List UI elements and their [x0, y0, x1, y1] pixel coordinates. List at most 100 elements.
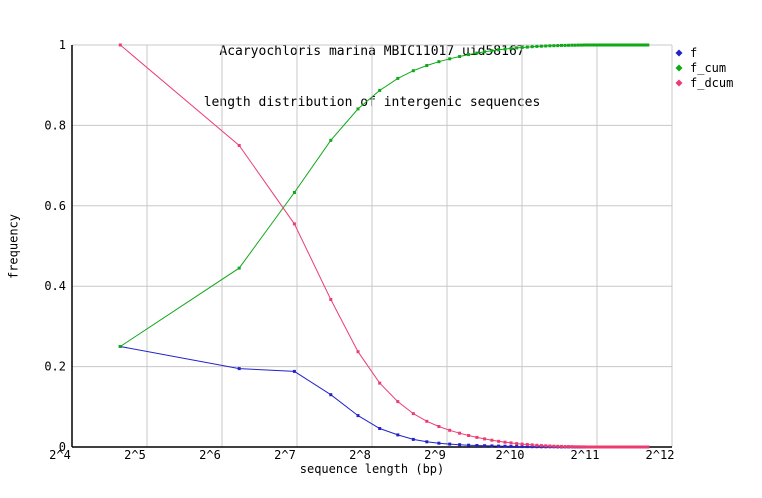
- series-marker-f_dcum: [634, 445, 638, 449]
- series-marker-f_dcum: [497, 439, 501, 443]
- series-marker-f_cum: [588, 43, 592, 47]
- series-marker-f: [530, 445, 534, 449]
- series-marker-f_cum: [596, 43, 600, 47]
- series-marker-f_cum: [378, 88, 382, 92]
- series-marker-f_dcum: [525, 443, 529, 446]
- y-tick-label: 0.2: [44, 360, 66, 374]
- series-marker-f_cum: [567, 43, 571, 47]
- x-tick-label: 2^9: [424, 448, 446, 462]
- series-marker-f: [515, 445, 519, 448]
- series-marker-f_dcum: [591, 445, 595, 449]
- series-marker-f_dcum: [378, 381, 382, 385]
- series-marker-f_dcum: [639, 445, 643, 449]
- series-marker-f_cum: [644, 43, 648, 47]
- series-marker-f_dcum: [535, 443, 539, 447]
- series-marker-f_cum: [563, 43, 567, 47]
- series-marker-f: [467, 443, 471, 447]
- series-marker-f_dcum: [644, 445, 648, 449]
- series-marker-f_cum: [630, 43, 634, 47]
- x-tick-label: 2^10: [496, 448, 525, 462]
- series-marker-f_cum: [642, 43, 646, 47]
- x-tick-label: 2^12: [646, 448, 675, 462]
- legend-marker-f_dcum: [675, 79, 683, 87]
- series-marker-f_dcum: [630, 445, 634, 449]
- series-marker-f_cum: [626, 43, 630, 47]
- series-marker-f_cum: [515, 46, 519, 50]
- series-marker-f: [483, 444, 487, 448]
- series-marker-f_dcum: [544, 444, 548, 448]
- legend-label-f: f: [690, 46, 697, 60]
- series-marker-f_dcum: [118, 43, 122, 47]
- series-marker-f_dcum: [611, 445, 615, 449]
- series-marker-f_dcum: [618, 445, 622, 449]
- series-marker-f_dcum: [356, 350, 360, 354]
- series-marker-f_dcum: [580, 445, 583, 449]
- series-marker-f_dcum: [552, 444, 556, 448]
- series-marker-f_dcum: [637, 445, 641, 449]
- y-tick-label: 0: [59, 440, 66, 454]
- x-axis-label: sequence length (bp): [299, 462, 445, 476]
- series-marker-f: [490, 444, 494, 448]
- series-marker-f_cum: [292, 191, 296, 194]
- series-marker-f_dcum: [396, 400, 400, 404]
- series-marker-f_cum: [490, 49, 494, 53]
- series-marker-f: [525, 445, 529, 449]
- series-marker-f_dcum: [448, 428, 452, 432]
- series-marker-f: [378, 427, 382, 430]
- x-tick-label: 2^5: [124, 448, 146, 462]
- series-marker-f_dcum: [594, 445, 598, 449]
- series-marker-f: [509, 444, 513, 448]
- series-marker-f_cum: [544, 44, 548, 48]
- series-marker-f_cum: [637, 43, 641, 47]
- series-marker-f_dcum: [503, 440, 507, 444]
- series-marker-f_dcum: [622, 445, 626, 449]
- series-marker-f_cum: [611, 43, 615, 47]
- series-marker-f_dcum: [616, 445, 619, 449]
- series-marker-f: [292, 369, 296, 373]
- y-tick-label: 1: [59, 38, 66, 52]
- series-marker-f_dcum: [329, 298, 333, 301]
- x-tick-label: 2^6: [199, 448, 221, 462]
- series-marker-f_dcum: [586, 445, 589, 449]
- series-marker-f_cum: [525, 45, 529, 49]
- series-marker-f_dcum: [509, 441, 513, 445]
- series-marker-f_cum: [616, 43, 619, 47]
- series-marker-f_dcum: [548, 444, 552, 448]
- series-marker-f_cum: [580, 43, 583, 47]
- legend-marker-f: [675, 49, 683, 57]
- series-marker-f_dcum: [411, 412, 415, 416]
- series-marker-f_dcum: [602, 445, 605, 449]
- series-marker-f_dcum: [539, 444, 543, 448]
- series-marker-f_cum: [535, 44, 539, 48]
- series-marker-f_dcum: [628, 445, 632, 449]
- series-marker-f_dcum: [613, 445, 617, 449]
- series-marker-f_cum: [467, 53, 471, 57]
- series-marker-f_cum: [509, 46, 513, 50]
- chart-title-line2: length distribution of intergenic sequen…: [203, 95, 541, 110]
- series-marker-f_cum: [628, 43, 632, 47]
- series-marker-f_cum: [503, 47, 507, 51]
- series-marker-f_dcum: [560, 444, 563, 448]
- series-marker-f_cum: [448, 57, 452, 61]
- series-marker-f_cum: [458, 55, 462, 58]
- x-tick-label: 2^4: [49, 448, 71, 462]
- series-marker-f: [329, 393, 333, 397]
- series-marker-f: [437, 441, 441, 445]
- series-marker-f_cum: [594, 43, 598, 47]
- series-marker-f_cum: [620, 43, 624, 47]
- series-marker-f_cum: [635, 43, 639, 47]
- series-marker-f_cum: [634, 43, 638, 47]
- series-marker-f_dcum: [425, 419, 429, 423]
- series-marker-f_dcum: [641, 445, 645, 449]
- series-marker-f_cum: [497, 48, 501, 52]
- series-marker-f_cum: [639, 43, 643, 47]
- y-tick-label: 0.4: [44, 279, 66, 293]
- series-marker-f: [475, 444, 479, 447]
- series-marker-f: [497, 444, 501, 448]
- series-marker-f_cum: [586, 43, 589, 47]
- series-marker-f_cum: [632, 43, 636, 47]
- series-marker-f_cum: [237, 266, 241, 270]
- series-marker-f_dcum: [588, 445, 592, 449]
- series-marker-f: [411, 437, 415, 441]
